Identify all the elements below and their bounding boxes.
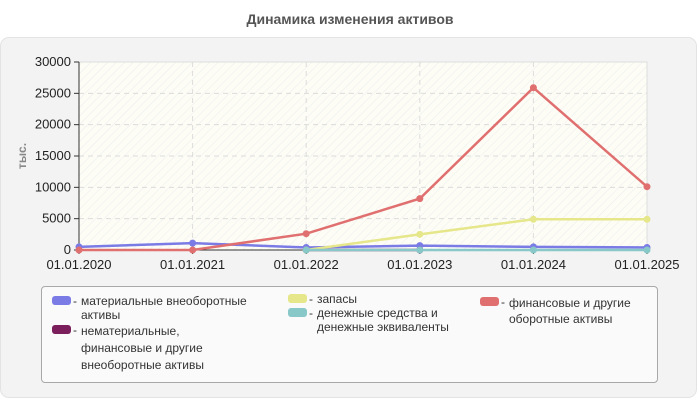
svg-text:5000: 5000 [42, 211, 71, 226]
legend-label: запасы [317, 292, 357, 306]
svg-text:30000: 30000 [35, 54, 71, 69]
data-point[interactable] [189, 246, 197, 254]
svg-text:01.01.2023: 01.01.2023 [387, 257, 452, 272]
legend-item-tangible-assets[interactable]: - материальные внеоборотные активы [52, 294, 271, 322]
legend-item-financial-current-assets[interactable]: - финансовые и другие оборотные активы [480, 295, 669, 327]
data-point[interactable] [302, 230, 310, 238]
svg-text:01.01.2025: 01.01.2025 [614, 257, 679, 272]
y-axis-label: тыс. [15, 143, 29, 169]
legend-swatch [52, 296, 71, 305]
legend-label: денежные средства и денежные эквиваленты [317, 306, 449, 334]
data-point[interactable] [643, 215, 651, 223]
svg-text:10000: 10000 [35, 179, 71, 194]
legend-swatch [480, 297, 499, 306]
data-point[interactable] [416, 246, 424, 254]
legend-swatch [288, 308, 307, 317]
data-point[interactable] [302, 246, 310, 254]
series-lines [75, 84, 651, 254]
svg-text:25000: 25000 [35, 85, 71, 100]
legend-label: материальные внеоборотные активы [81, 294, 247, 322]
data-point[interactable] [643, 246, 651, 254]
svg-text:01.01.2021: 01.01.2021 [160, 257, 225, 272]
svg-text:01.01.2020: 01.01.2020 [46, 257, 111, 272]
tick-labels: 0 5000 10000 15000 20000 25000 30000 01.01.2020… [35, 54, 680, 272]
series-денежные средства и денежные эквиваленты [302, 246, 651, 254]
legend: - материальные внеоборотные активы - нем… [41, 286, 658, 383]
legend-swatch [288, 294, 307, 303]
data-point[interactable] [529, 246, 537, 254]
data-point[interactable] [529, 215, 537, 223]
legend-item-intangible-assets[interactable]: - нематериальные, финансовые и другие вн… [52, 323, 221, 374]
svg-text:0: 0 [64, 242, 71, 257]
svg-text:01.01.2024: 01.01.2024 [501, 257, 566, 272]
data-point[interactable] [189, 239, 197, 247]
legend-item-cash[interactable]: - денежные средства и денежные эквивален… [288, 306, 477, 334]
data-point[interactable] [75, 246, 83, 254]
svg-text:20000: 20000 [35, 117, 71, 132]
data-point[interactable] [529, 84, 537, 92]
data-point[interactable] [643, 183, 651, 191]
data-point[interactable] [416, 230, 424, 238]
legend-label: финансовые и другие оборотные активы [509, 296, 631, 326]
legend-label: нематериальные, финансовые и другие внео… [81, 324, 204, 372]
series-материальные внеоборотные активы [75, 239, 651, 251]
legend-swatch [52, 325, 71, 334]
svg-text:15000: 15000 [35, 148, 71, 163]
svg-text:01.01.2022: 01.01.2022 [274, 257, 339, 272]
legend-item-inventory[interactable]: - запасы [288, 292, 477, 306]
chart-title: Динамика изменения активов [246, 11, 454, 27]
data-point[interactable] [416, 195, 424, 203]
series-финансовые и другие оборотные активы [75, 84, 651, 254]
